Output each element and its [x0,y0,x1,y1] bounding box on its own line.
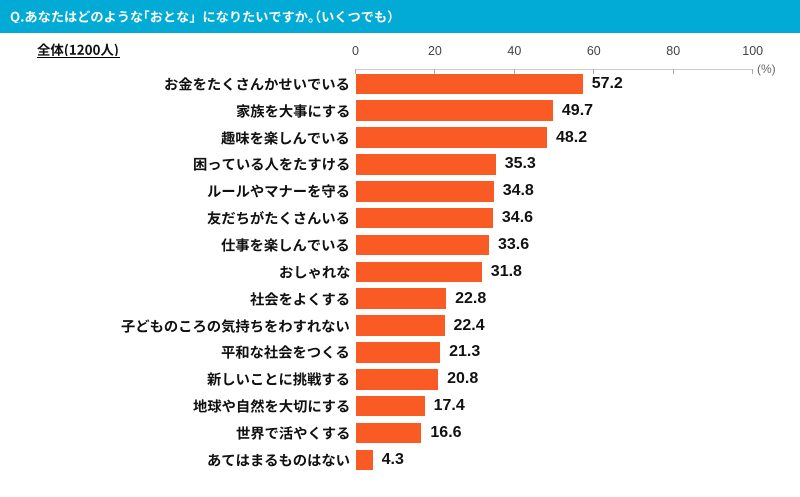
question-title-text [10,10,392,24]
category-label-text [208,453,350,467]
category-label [207,372,350,387]
bar-row: 22.4 [0,312,800,339]
category-label [250,291,350,306]
category-label-text [207,184,349,198]
x-tick-label: 40 [507,43,522,58]
value-label: 33.6 [498,235,530,253]
bar-row: 20.8 [0,366,800,393]
x-tick-mark [434,69,436,74]
bar [355,315,445,336]
value-label: 4.3 [381,450,404,468]
category-label-text [221,130,349,145]
bar [355,207,493,229]
sample-size-label [37,42,120,59]
value-label: 31.8 [490,262,522,280]
value-label: 34.8 [502,182,534,200]
category-label [221,238,350,252]
x-tick-label: 0 [352,43,359,58]
value-label: 22.8 [455,289,487,307]
bar [355,180,494,202]
bar-row: 35.3 [0,151,800,178]
bar [355,234,489,256]
x-tick-label: 60 [586,43,601,58]
x-tick-mark [752,69,754,74]
category-label [164,77,350,91]
category-label-text [250,291,349,306]
bar [355,127,547,148]
category-label-text [193,399,349,413]
bar [355,449,373,471]
x-axis-line [355,69,753,70]
category-label-text [165,77,349,91]
category-label [221,345,350,360]
category-label [236,426,350,440]
value-label: 21.3 [449,343,481,361]
value-label: 17.4 [433,397,465,415]
x-tick-mark [672,69,674,74]
bar-rows: 57.2 49.7 48.2 35.3 34.8 [0,70,800,473]
bar-row: 33.6 [0,232,800,259]
category-label-text [221,345,349,360]
bar-row: 22.8 [0,285,800,312]
category-label [193,399,350,413]
category-label [121,318,350,333]
category-label [207,184,350,198]
category-label-text [236,103,349,118]
x-tick-label: 20 [427,43,442,58]
bar-row: 4.3 [0,446,800,473]
category-label [207,211,350,225]
bar-row: 31.8 [0,258,800,285]
x-tick-mark [355,69,356,74]
value-label: 22.4 [453,316,485,334]
category-label [221,130,350,145]
bar [355,395,425,417]
bar [355,368,439,390]
value-label: 35.3 [504,155,536,173]
sample-size-text [37,42,118,56]
category-label [236,103,350,118]
bar [355,288,447,309]
bar [355,73,583,95]
category-label [193,157,350,172]
category-label-text [236,426,349,440]
bar-row: 16.6 [0,420,800,447]
x-tick-mark [593,69,595,74]
category-label-text [207,211,349,225]
category-label-text [221,238,349,252]
bar [355,261,482,283]
bar-row: 48.2 [0,124,800,151]
value-label: 48.2 [556,128,588,146]
category-label-text [207,372,349,387]
category-label [279,265,351,279]
category-label-text [193,158,349,172]
percent-unit-label: (%) [757,61,776,76]
question-header-bar [0,0,800,33]
value-label: 34.6 [501,209,534,227]
value-label: 20.8 [447,370,479,388]
bar [355,100,553,121]
value-label: 49.7 [561,101,594,119]
value-label: 16.6 [430,423,462,441]
bar-row: 57.2 [0,70,800,97]
category-label-text [121,318,350,333]
bar [355,154,496,175]
bar-row: 49.7 [0,97,800,124]
bar-row: 17.4 [0,393,800,420]
bar [355,342,441,363]
bar-row: 21.3 [0,339,800,366]
bar-row: 34.6 [0,205,800,232]
category-label [207,453,350,467]
x-tick-label: 100 [742,43,764,58]
value-label: 57.2 [591,74,623,92]
bar [355,422,422,444]
x-tick-mark [513,69,515,74]
category-label-text [279,265,350,279]
x-tick-label: 80 [666,43,681,58]
bar-row: 34.8 [0,178,800,205]
